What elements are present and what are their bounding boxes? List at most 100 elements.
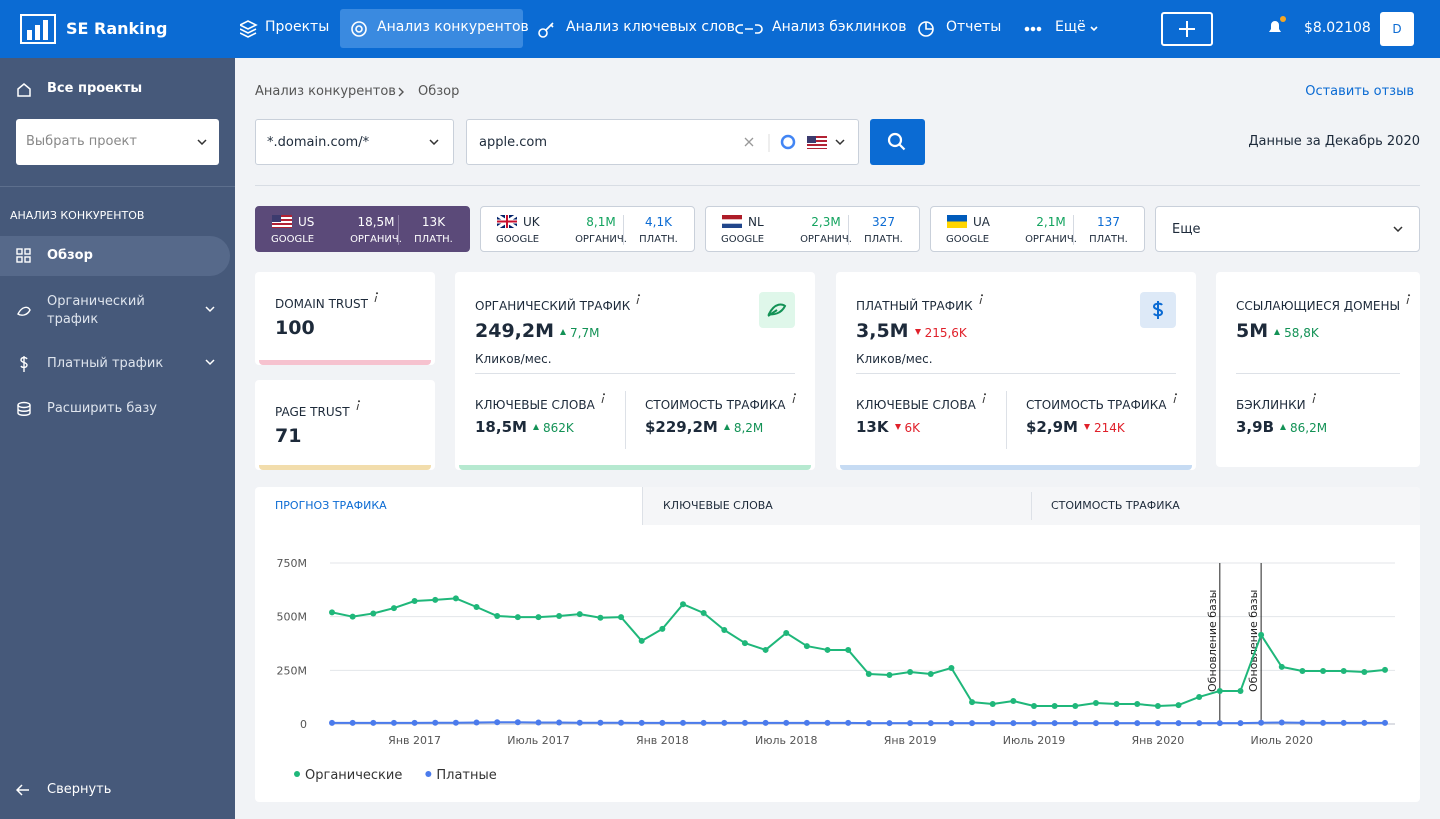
metric-label: СТОИМОСТЬ ТРАФИКА xyxy=(1026,393,1178,412)
data-point xyxy=(1072,702,1079,709)
chart-tab[interactable]: СТОИМОСТЬ ТРАФИКА xyxy=(1051,499,1180,512)
data-point xyxy=(927,670,934,677)
metric-label: ОРГАНИЧЕСКИЙ ТРАФИК xyxy=(475,294,641,313)
expand-chevrons xyxy=(205,306,215,366)
y-tick-label: 750M xyxy=(277,557,308,570)
data-point xyxy=(762,646,769,653)
info-icon xyxy=(636,294,641,304)
data-point xyxy=(907,720,914,727)
tile-sep xyxy=(623,215,624,245)
label-text: ПЛАТНЫЙ ТРАФИК xyxy=(856,299,973,313)
organic-label: ОРГАНИЧ. xyxy=(1025,234,1077,245)
metric-delta: 58,8K xyxy=(1274,326,1319,340)
menu-item[interactable]: Органический трафик xyxy=(47,294,145,327)
nav-item[interactable]: Отчеты xyxy=(946,19,1002,35)
bell-icon[interactable] xyxy=(1266,16,1288,38)
info-icon xyxy=(982,393,986,403)
data-point xyxy=(1237,687,1244,694)
search-button[interactable] xyxy=(870,119,925,165)
tab-sep xyxy=(642,487,643,525)
data-point xyxy=(618,614,625,621)
domain-input[interactable]: apple.com xyxy=(466,119,859,165)
data-point xyxy=(1196,720,1203,727)
menu-item[interactable]: Платный трафик xyxy=(47,356,164,371)
metric-delta: 7,7M xyxy=(560,326,599,340)
country-tile[interactable]: UA GOOGLE 2,1M ОРГАНИЧ. 137 ПЛАТН. xyxy=(930,206,1145,252)
country-tile[interactable]: UK GOOGLE 8,1M ОРГАНИЧ. 4,1K ПЛАТН. xyxy=(480,206,695,252)
add-button[interactable] xyxy=(1161,12,1213,46)
mode-select[interactable]: *.domain.com/* xyxy=(255,119,454,165)
x-tick-label: Июль 2019 xyxy=(1003,734,1066,747)
data-point xyxy=(659,719,666,726)
breadcrumb[interactable]: Анализ конкурентов xyxy=(255,84,396,99)
sidebar: Все проекты Выбрать проект АНАЛИЗ КОНКУР… xyxy=(0,58,235,819)
data-point xyxy=(762,719,769,726)
data-point xyxy=(783,629,790,636)
data-point xyxy=(865,720,872,727)
metric-label: ПЛАТНЫЙ ТРАФИК xyxy=(856,294,984,313)
label-text: ОРГАНИЧЕСКИЙ ТРАФИК xyxy=(475,299,631,313)
legend-label: Платные xyxy=(436,768,496,783)
nav-item[interactable]: Анализ бэклинков xyxy=(772,19,907,35)
data-point xyxy=(432,596,439,603)
data-point xyxy=(1299,719,1306,726)
project-select[interactable]: Выбрать проект xyxy=(16,119,219,165)
data-point xyxy=(576,719,583,726)
x-tick-label: Янв 2019 xyxy=(884,734,937,747)
top-bar: SE Ranking Проекты Анализ конкурентов Ан… xyxy=(0,0,1440,58)
country-code: UA xyxy=(973,215,990,229)
metric-value: 249,2M xyxy=(475,320,555,342)
more-countries[interactable]: Еще xyxy=(1155,206,1420,252)
x-tick-label: Июль 2017 xyxy=(507,734,570,747)
metric-value-row: 3,5M 215,6K xyxy=(856,320,967,342)
divider xyxy=(475,373,795,374)
all-projects[interactable]: Все проекты xyxy=(47,81,143,96)
metric-delta: 862K xyxy=(533,421,574,435)
x-tick-label: Июль 2018 xyxy=(755,734,818,747)
feedback-link[interactable]: Оставить отзыв xyxy=(1305,84,1414,99)
data-point xyxy=(432,719,439,726)
metric-value: 18,5M xyxy=(475,418,527,436)
metric-value: 5M xyxy=(1236,320,1269,342)
input-controls xyxy=(744,134,845,152)
plus-icon xyxy=(1179,21,1195,37)
menu-item[interactable]: Расширить базу xyxy=(47,401,157,416)
flag xyxy=(722,215,742,228)
organic-count: 18,5M xyxy=(357,215,395,229)
data-point xyxy=(597,719,604,726)
divider xyxy=(255,185,1420,186)
data-point xyxy=(824,646,831,653)
nav-item[interactable]: Проекты xyxy=(265,19,330,35)
card-stripe xyxy=(459,465,811,470)
tab-sep xyxy=(1031,492,1032,520)
mode-text: *.domain.com/* xyxy=(267,135,370,150)
data-point xyxy=(1154,702,1161,709)
legend-marker xyxy=(294,771,300,777)
data-point xyxy=(370,610,377,617)
divider xyxy=(856,373,1176,374)
paid-count: 327 xyxy=(872,215,895,229)
menu-item[interactable]: Обзор xyxy=(47,248,93,263)
info-icon xyxy=(1406,294,1411,304)
organic-label: ОРГАНИЧ. xyxy=(575,234,627,245)
breadcrumb-sep xyxy=(398,87,404,97)
nav-active-bg xyxy=(340,9,523,48)
country-tile[interactable]: NL GOOGLE 2,3M ОРГАНИЧ. 327 ПЛАТН. xyxy=(705,206,920,252)
data-point xyxy=(741,719,748,726)
collapse-icon xyxy=(16,784,29,796)
chart-tab[interactable]: ПРОГНОЗ ТРАФИКА xyxy=(275,499,387,512)
chart-tab[interactable]: КЛЮЧЕВЫЕ СЛОВА xyxy=(663,499,773,512)
nav-item[interactable]: Анализ ключевых слов xyxy=(566,19,735,35)
data-point xyxy=(1031,720,1037,727)
data-point xyxy=(1278,719,1285,726)
data-point xyxy=(680,719,686,726)
collapse[interactable]: Свернуть xyxy=(47,782,112,797)
country-code: US xyxy=(298,215,315,229)
country-tile[interactable]: US GOOGLE 18,5M ОРГАНИЧ. 13K ПЛАТН. xyxy=(255,206,470,252)
nav-item[interactable]: Анализ конкурентов xyxy=(377,19,529,35)
info-icon xyxy=(792,393,796,403)
nav-item[interactable]: Ещё xyxy=(1055,19,1086,35)
tile-sep xyxy=(398,215,399,245)
avatar[interactable]: D xyxy=(1380,12,1414,46)
